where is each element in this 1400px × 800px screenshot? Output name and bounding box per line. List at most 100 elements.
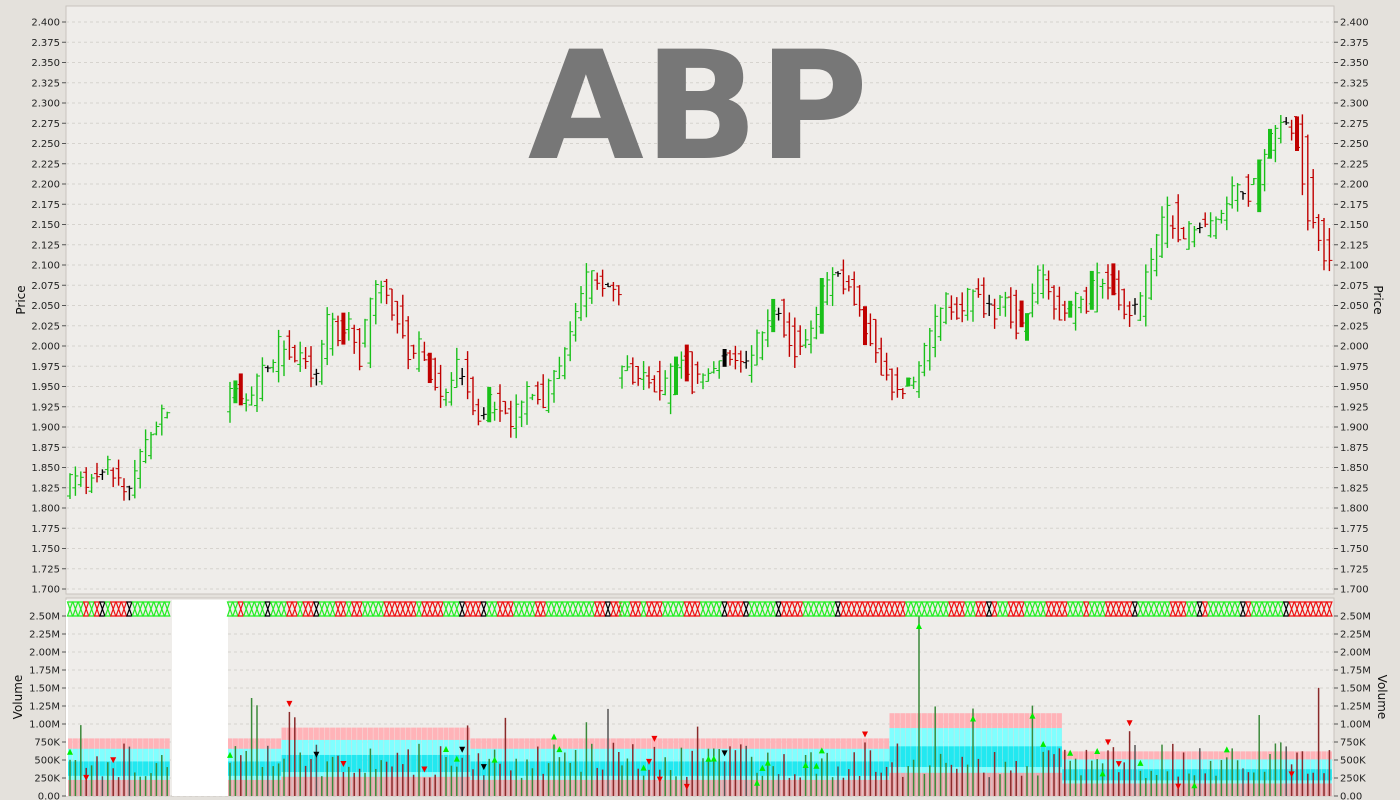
price-tick-label: 1.725	[1340, 564, 1369, 575]
volume-marker	[1175, 783, 1182, 790]
price-tick-label: 1.825	[31, 483, 60, 494]
price-tick-label: 2.100	[1340, 261, 1369, 272]
price-tick-label: 1.925	[1340, 402, 1369, 413]
volume-tick-label: 250K	[1340, 774, 1366, 785]
volume-band-inner	[948, 746, 954, 768]
volume-marker	[67, 748, 73, 755]
volume-gap-left	[66, 600, 68, 796]
price-tick-label: 1.750	[1340, 544, 1369, 555]
price-tick-label: 2.025	[1340, 321, 1369, 332]
volume-marker	[1094, 748, 1101, 755]
volume-marker	[651, 735, 658, 742]
volume-marker	[1137, 759, 1144, 766]
volume-band-inner	[1019, 746, 1025, 768]
price-tick-label: 2.200	[31, 180, 60, 191]
price-tick-label: 2.175	[31, 200, 60, 211]
volume-marker	[1223, 746, 1230, 753]
volume-tick-label: 2.25M	[29, 630, 60, 641]
volume-tick-label: 1.00M	[1340, 720, 1371, 731]
volume-marker	[459, 746, 466, 753]
volume-band-inner	[830, 761, 836, 776]
volume-markers	[67, 623, 1295, 790]
price-tick-label: 2.150	[1340, 220, 1369, 231]
price-tick-label: 1.825	[1340, 483, 1369, 494]
volume-axis-title-right: Volume	[1375, 675, 1389, 720]
price-tick-label: 2.325	[1340, 78, 1369, 89]
volume-band-inner	[578, 761, 584, 776]
volume-band-inner	[411, 754, 417, 773]
volume-band-inner	[1013, 746, 1019, 768]
volume-marker	[313, 751, 320, 758]
volume-marker	[759, 764, 766, 771]
volume-band-inner	[889, 746, 895, 768]
volume-band-inner	[1175, 769, 1181, 781]
volume-marker	[110, 757, 117, 764]
volume-marker	[1067, 749, 1074, 756]
volume-band-inner	[878, 761, 884, 776]
price-tick-label: 2.175	[1340, 200, 1369, 211]
price-tick-label: 2.250	[1340, 139, 1369, 150]
price-tick-label: 2.075	[31, 281, 60, 292]
price-tick-label: 2.150	[31, 220, 60, 231]
volume-band-inner	[927, 746, 933, 768]
volume-marker	[802, 761, 809, 768]
volume-tick-label: 1.75M	[29, 666, 60, 677]
price-tick-label: 1.950	[1340, 382, 1369, 393]
price-tick-label: 1.925	[31, 402, 60, 413]
volume-axis-right: 0.00 250K 500K 750K 1.00M 1.25M 1.50M 1.75M 2.00…	[1334, 612, 1371, 800]
volume-band-inner	[389, 754, 395, 773]
volume-tick-label: 2.50M	[29, 612, 60, 623]
volume-marker	[421, 766, 428, 773]
volume-band-inner	[840, 761, 846, 776]
volume-band-inner	[646, 761, 652, 776]
volume-axis-left: 0.00 250K 500K 750K 1.00M 1.25M 1.50M 1.75M 2.00…	[29, 612, 66, 800]
price-tick-label: 1.800	[1340, 504, 1369, 515]
price-tick-label: 1.975	[31, 362, 60, 373]
price-tick-label: 1.875	[31, 443, 60, 454]
volume-band-inner	[684, 761, 690, 776]
price-tick-label: 1.700	[1340, 585, 1369, 596]
volume-band-inner	[400, 754, 406, 773]
volume-marker	[286, 700, 293, 707]
price-tick-label: 1.850	[1340, 463, 1369, 474]
price-tick-label: 2.200	[1340, 180, 1369, 191]
volume-band-inner	[873, 761, 879, 776]
volume-band-inner	[303, 754, 309, 773]
price-tick-label: 2.125	[31, 240, 60, 251]
volume-marker	[1099, 770, 1106, 777]
volume-marker	[1105, 739, 1111, 746]
volume-band-inner	[797, 761, 803, 776]
volume-marker	[656, 776, 663, 783]
volume-band-inner	[975, 746, 981, 768]
signal-glyph	[163, 601, 171, 617]
volume-band-inner	[357, 754, 363, 773]
price-axis-title-right: Price	[1371, 285, 1385, 314]
volume-marker	[83, 774, 90, 781]
volume-marker	[480, 764, 487, 771]
volume-tick-label: 1.25M	[29, 702, 60, 713]
volume-tick-label: 0.00	[38, 792, 60, 800]
volume-band-inner	[362, 754, 368, 773]
volume-marker	[1029, 712, 1036, 719]
signal-strip	[66, 601, 1333, 617]
volume-marker	[556, 746, 563, 753]
volume-band-inner	[997, 746, 1003, 768]
volume-band-inner	[1213, 769, 1219, 781]
volume-marker	[491, 756, 498, 763]
volume-gap	[172, 600, 228, 796]
volume-band-inner	[786, 761, 792, 776]
volume-tick-label: 1.75M	[1340, 666, 1371, 677]
volume-marker	[1288, 771, 1295, 778]
volume-band-inner	[1024, 746, 1030, 768]
volume-marker	[340, 760, 347, 767]
volume-band-inner	[754, 761, 760, 776]
volume-tick-label: 750K	[1340, 738, 1366, 749]
volume-band-inner	[600, 761, 606, 776]
volume-band-inner	[986, 746, 992, 768]
volume-band-inner	[900, 746, 906, 768]
price-tick-label: 1.725	[31, 564, 60, 575]
price-tick-label: 2.350	[1340, 58, 1369, 69]
volume-tick-label: 2.50M	[1340, 612, 1371, 623]
volume-marker	[551, 733, 557, 740]
price-tick-label: 2.375	[31, 38, 60, 49]
